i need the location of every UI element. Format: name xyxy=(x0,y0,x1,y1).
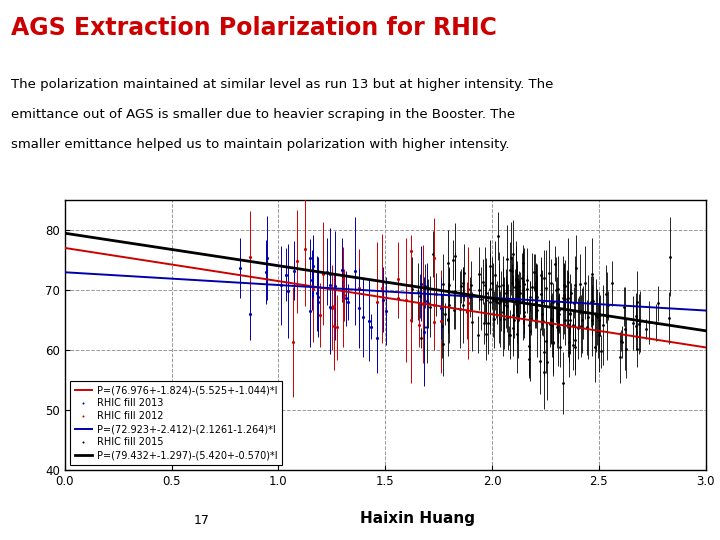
Text: Haixin Huang: Haixin Huang xyxy=(360,511,475,526)
Text: 17: 17 xyxy=(194,514,210,526)
Text: smaller emittance helped us to maintain polarization with higher intensity.: smaller emittance helped us to maintain … xyxy=(11,138,509,151)
Text: The polarization maintained at similar level as run 13 but at higher intensity. : The polarization maintained at similar l… xyxy=(11,78,553,91)
Legend: P=(76.976+-1.824)-(5.525+-1.044)*I, RHIC fill 2013, RHIC fill 2012, P=(72.923+-2: P=(76.976+-1.824)-(5.525+-1.044)*I, RHIC… xyxy=(70,381,282,465)
Text: AGS Extraction Polarization for RHIC: AGS Extraction Polarization for RHIC xyxy=(11,16,497,40)
Text: emittance out of AGS is smaller due to heavier scraping in the Booster. The: emittance out of AGS is smaller due to h… xyxy=(11,108,515,121)
